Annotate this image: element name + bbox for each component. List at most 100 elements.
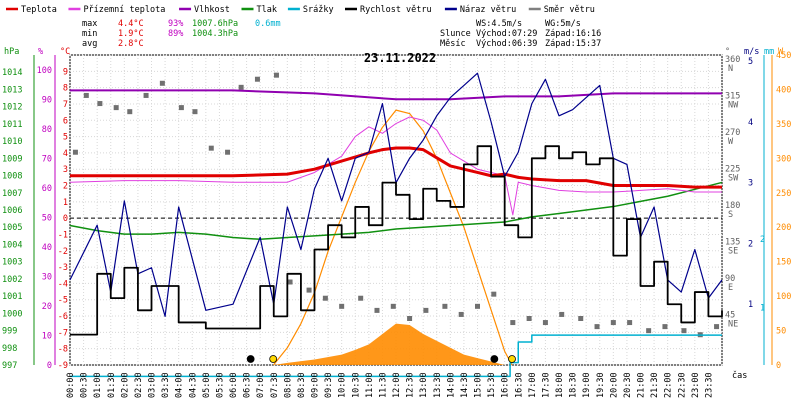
marker-sunrise: [269, 355, 278, 363]
wind-direction-point: [407, 316, 413, 321]
stats-label: avg: [82, 39, 97, 49]
legend-label: Směr větru: [544, 5, 595, 15]
x-tick-label: 08:30: [297, 372, 307, 398]
x-tick-label: 17:30: [541, 372, 551, 398]
x-tick-label: 18:00: [555, 372, 565, 398]
direction-tick-degrees: 90: [725, 274, 735, 284]
x-tick-label: 13:30: [433, 372, 443, 398]
wind-direction-point: [358, 295, 364, 301]
x-tick-label: 13:00: [419, 372, 429, 398]
wind-direction-point: [714, 324, 720, 330]
pressure-tick-label: 1007: [2, 189, 22, 199]
wind-direction-point: [390, 303, 396, 309]
temperature-tick-label: 5: [63, 133, 68, 143]
solar-unit-label: W: [778, 47, 784, 57]
temperature-tick-label: 2: [63, 182, 68, 192]
x-tick-label: 16:00: [501, 372, 511, 398]
stats-press: 1004.3hPa: [192, 29, 238, 39]
series-ground-temperature: [69, 116, 722, 216]
x-tick-label: 08:00: [283, 372, 293, 398]
plot-area: [69, 54, 723, 366]
solar-tick-label: 0: [776, 361, 781, 371]
moon-label: Měsíc: [440, 39, 466, 49]
pressure-tick-label: 999: [2, 327, 17, 337]
stats-temp: 2.8°C: [118, 39, 144, 49]
stats-hum: 89%: [168, 29, 183, 39]
x-tick-label: 15:30: [487, 372, 497, 398]
solar-tick-label: 50: [776, 327, 786, 337]
wind-wg-label: WG:5m/s: [545, 19, 581, 29]
direction-unit-label: °: [725, 47, 730, 57]
wind-direction-point: [83, 92, 89, 98]
wind-direction-point: [192, 109, 198, 115]
sun-label: Slunce: [440, 29, 471, 39]
wind-direction-point: [423, 307, 429, 313]
x-tick-label: 21:30: [650, 372, 660, 398]
marker-moonset: [490, 355, 499, 363]
wind-ws-label: WS:4.5m/s: [476, 19, 522, 29]
x-tick-label: 14:00: [446, 372, 456, 398]
x-tick-label: 10:00: [338, 372, 348, 398]
solar-tick-label: 300: [776, 154, 791, 164]
legend-label: Náraz větru: [460, 5, 516, 15]
series-radiation-area: [273, 323, 505, 365]
wind-direction-point: [225, 149, 231, 155]
moonset-label: Západ:15:37: [545, 39, 601, 49]
stats-temp: 1.9°C: [118, 29, 144, 39]
pressure-tick-label: 1012: [2, 103, 22, 113]
wind-direction-point: [143, 92, 149, 98]
temperature-tick-label: 0: [63, 214, 68, 224]
series-temperature: [70, 146, 722, 189]
humidity-tick-label: 80: [42, 125, 52, 135]
solar-tick-label: 100: [776, 292, 791, 302]
wind-direction-point: [475, 303, 480, 309]
wind-direction-point: [254, 76, 260, 82]
stats-hum: 93%: [168, 19, 183, 29]
pressure-tick-label: 1011: [2, 120, 22, 130]
temperature-tick-label: -1: [58, 230, 68, 240]
humidity-tick-label: 60: [42, 184, 52, 194]
wind-direction-point: [322, 295, 328, 301]
wind-direction-point: [610, 320, 616, 326]
series-layer: [69, 72, 723, 378]
wind-direction-point: [178, 105, 184, 111]
x-tick-label: 18:30: [569, 372, 579, 398]
x-axis-unit: čas: [732, 370, 747, 381]
direction-tick-compass: S: [728, 210, 733, 220]
solar-tick-label: 400: [776, 85, 791, 95]
pressure-tick-label: 1014: [2, 68, 22, 78]
direction-tick-compass: E: [728, 283, 733, 293]
direction-tick-degrees: 315: [725, 92, 740, 102]
x-tick-label: 07:30: [270, 372, 280, 398]
wind-direction-point: [208, 145, 214, 151]
marker-sunset: [508, 355, 516, 363]
x-tick-label: 07:00: [256, 372, 266, 398]
rain-tick-label: 2: [760, 235, 765, 245]
wind-direction-point: [238, 84, 244, 90]
x-tick-label: 00:00: [66, 372, 76, 398]
x-tick-label: 01:30: [107, 372, 117, 398]
axes-layer: 1014101310121011101010091008100710061005…: [2, 47, 791, 398]
x-tick-label: 06:00: [229, 372, 239, 398]
wind-direction-point: [97, 101, 103, 107]
direction-tick-compass: SE: [728, 247, 738, 257]
series-precipitation: [70, 334, 722, 378]
humidity-tick-label: 10: [42, 331, 52, 341]
sunrise-label: Východ:07:29: [476, 29, 537, 39]
x-tick-label: 14:30: [460, 372, 470, 398]
wind-direction-point: [542, 320, 548, 326]
moonrise-label: Východ:06:39: [476, 39, 537, 49]
direction-tick-compass: NW: [728, 101, 739, 111]
text-layer: Teplota Přízemní teplota Vlhkost Tlak Srážky…: [6, 5, 601, 65]
legend-label: Srážky: [303, 5, 334, 15]
humidity-tick-label: 50: [42, 213, 52, 223]
pressure-tick-label: 1008: [2, 172, 22, 182]
pressure-tick-label: 998: [2, 344, 17, 354]
x-tick-label: 21:00: [637, 372, 647, 398]
temperature-tick-label: -7: [58, 328, 68, 338]
x-tick-label: 06:30: [243, 372, 253, 398]
x-tick-label: 19:30: [596, 372, 606, 398]
stats-rain: 0.6mm: [255, 19, 281, 29]
